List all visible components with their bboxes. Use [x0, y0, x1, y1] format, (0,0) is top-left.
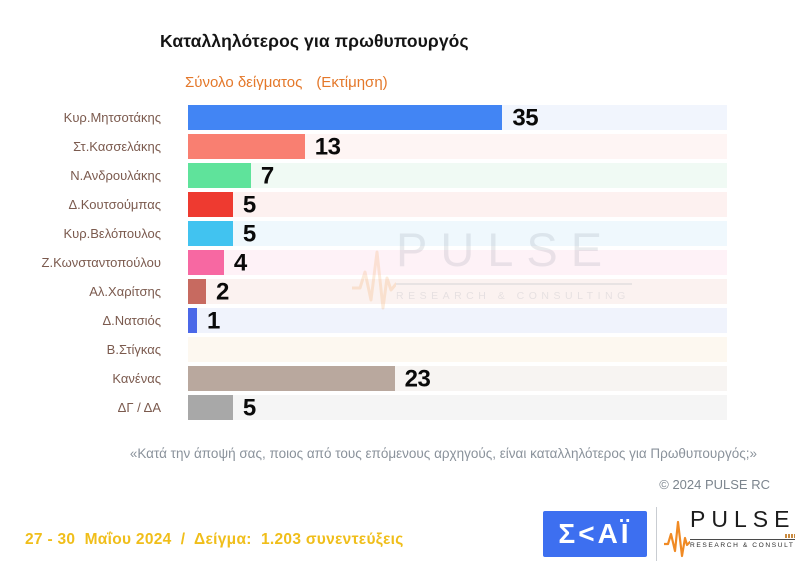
bar-track: 5: [188, 395, 727, 420]
bar-value-label: 5: [242, 191, 256, 218]
bar-value-label: 13: [314, 133, 341, 160]
chart-row: Δ.Νατσιός 1: [0, 308, 795, 333]
subtitle-sample: Σύνολο δείγματος: [185, 74, 303, 91]
category-label: Ν.Ανδρουλάκης: [70, 168, 161, 183]
skai-logo: Σ<ΑΪ: [543, 511, 647, 557]
category-label: Κυρ.Μητσοτάκης: [63, 110, 161, 125]
bar-value-label: 7: [260, 162, 274, 189]
subtitle-estimate: (Εκτίμηση): [316, 74, 388, 91]
pulse-logo: PULSE RESEARCH & CONSULTING: [664, 508, 795, 560]
bar: [188, 366, 395, 391]
bar-track: 23: [188, 366, 727, 391]
survey-question: «Κατά την άποψή σας, ποιος από τους επόμ…: [129, 446, 757, 461]
category-label: Ζ.Κωνσταντοπούλου: [41, 255, 161, 270]
bar-track: 13: [188, 134, 727, 159]
bar-value-label: 35: [512, 104, 539, 131]
heartbeat-icon: [664, 520, 690, 558]
bar-value-label: 5: [242, 220, 256, 247]
logo-divider: [656, 507, 657, 561]
bar: [188, 134, 305, 159]
chart-title: Καταλληλότερος για πρωθυπουργός: [160, 31, 469, 51]
bar-value-label: 5: [242, 394, 256, 421]
bar-track: 5: [188, 192, 727, 217]
chart-row: Δ.Κουτσούμπας 5: [0, 192, 795, 217]
bar-track: 4: [188, 250, 727, 275]
bar-track: 2: [188, 279, 727, 304]
chart-row: Κανένας 23: [0, 366, 795, 391]
chart-row: Αλ.Χαρίτσης 2: [0, 279, 795, 304]
category-label: Β.Στίγκας: [106, 342, 161, 357]
bar-chart: Κυρ.Μητσοτάκης 35 Στ.Κασσελάκης 13 Ν.Ανδρουλ…: [0, 105, 795, 424]
pulse-logo-tagline: RESEARCH & CONSULTING: [690, 539, 795, 549]
bar: [188, 221, 233, 246]
category-label: Δ.Νατσιός: [102, 313, 161, 328]
bar-track: 5: [188, 221, 727, 246]
category-label: ΔΓ / ΔΑ: [117, 400, 161, 415]
chart-row: Ν.Ανδρουλάκης 7: [0, 163, 795, 188]
bar: [188, 163, 251, 188]
chart-row: ΔΓ / ΔΑ 5: [0, 395, 795, 420]
bar-value-label: 23: [404, 365, 431, 392]
category-label: Κανένας: [112, 371, 161, 386]
bar: [188, 250, 224, 275]
pulse-logo-barcode: [785, 534, 795, 538]
bar-track: 1: [188, 308, 727, 333]
footer-logos: Σ<ΑΪ PULSE RESEARCH & CONSULTING: [543, 506, 795, 562]
chart-header: Καταλληλότερος για πρωθυπουργός Σύνολο δ…: [160, 31, 469, 108]
bar: [188, 192, 233, 217]
chart-row: Στ.Κασσελάκης 13: [0, 134, 795, 159]
fieldwork-info: 27 - 30 Μαΐου 2024 / Δείγμα: 1.203 συνεν…: [25, 531, 404, 548]
bar-track: [188, 337, 727, 362]
category-label: Κυρ.Βελόπουλος: [63, 226, 161, 241]
bar-value-label: 4: [233, 249, 247, 276]
copyright-note: © 2024 PULSE RC: [659, 477, 770, 492]
chart-subtitle: Σύνολο δείγματος (Εκτίμηση): [160, 57, 469, 108]
bar-track: 35: [188, 105, 727, 130]
bar: [188, 279, 206, 304]
bar: [188, 395, 233, 420]
category-label: Αλ.Χαρίτσης: [89, 284, 161, 299]
chart-row: Κυρ.Βελόπουλος 5: [0, 221, 795, 246]
chart-row: Ζ.Κωνσταντοπούλου 4: [0, 250, 795, 275]
category-label: Δ.Κουτσούμπας: [68, 197, 161, 212]
bar-value-label: 1: [206, 307, 220, 334]
bar-track: 7: [188, 163, 727, 188]
chart-row: Κυρ.Μητσοτάκης 35: [0, 105, 795, 130]
bar: [188, 105, 503, 130]
pulse-logo-word: PULSE: [690, 506, 795, 532]
bar-value-label: 2: [215, 278, 229, 305]
category-label: Στ.Κασσελάκης: [73, 139, 161, 154]
chart-row: Β.Στίγκας: [0, 337, 795, 362]
bar: [188, 308, 197, 333]
